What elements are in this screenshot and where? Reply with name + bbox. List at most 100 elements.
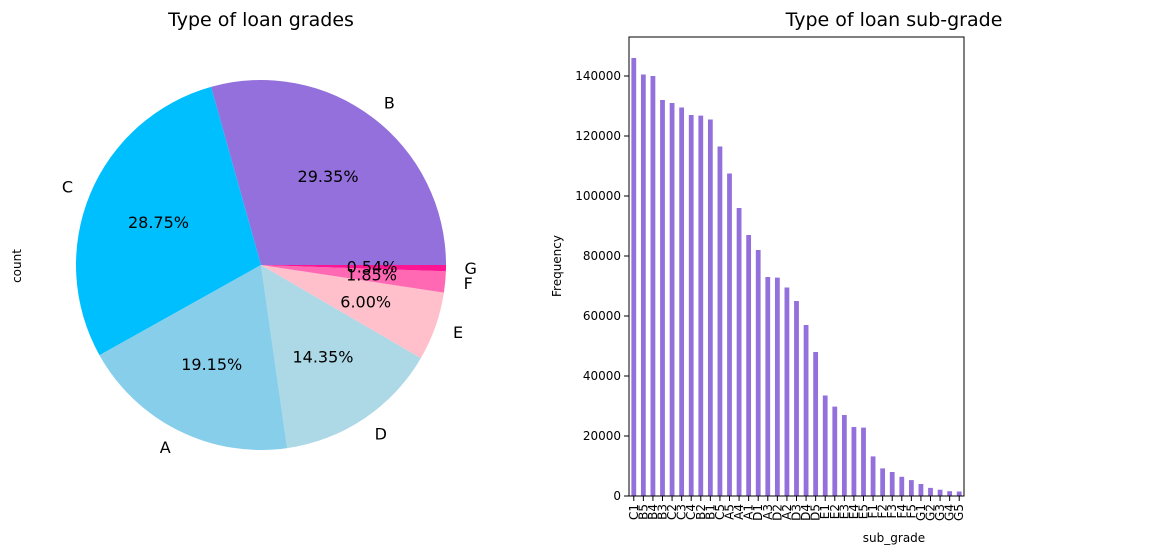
bar-C4 xyxy=(688,115,694,496)
bar-B4 xyxy=(650,76,656,496)
pie-slice-A xyxy=(99,265,288,450)
pie-chart-ylabel: count xyxy=(10,249,24,283)
y-tick-label: 40000 xyxy=(583,369,621,383)
x-tick-label-B2: B2 xyxy=(694,504,708,520)
x-tick-label-E4: E4 xyxy=(847,504,861,519)
x-tick-label-B1: B1 xyxy=(703,504,717,520)
bar-B5 xyxy=(640,74,646,496)
x-tick-label-C4: C4 xyxy=(684,504,698,520)
bar-F4 xyxy=(899,476,905,496)
pie-label-B: B xyxy=(384,93,395,112)
bar-G2 xyxy=(928,487,933,496)
bar-chart: Type of loan sub-grade Frequency sub_gra… xyxy=(550,9,1002,545)
y-tick-label: 60000 xyxy=(583,309,621,323)
x-tick-label-D4: D4 xyxy=(799,504,813,521)
x-tick-label-E3: E3 xyxy=(837,504,851,519)
bar-E2 xyxy=(832,406,838,496)
bar-D3 xyxy=(794,301,799,496)
bar-D2 xyxy=(774,277,780,496)
pie-slice-D xyxy=(261,265,421,449)
x-tick-label-D5: D5 xyxy=(809,504,823,521)
pie-label-D: D xyxy=(375,424,387,443)
pie-labels: B 29.35% C 28.75% A 19.15% D 14.35% E 6.00% F 1.85%… xyxy=(62,93,477,457)
x-tick-label-E5: E5 xyxy=(857,504,871,519)
x-tick-label-F3: F3 xyxy=(885,504,899,519)
bar-chart-xlabel: sub_grade xyxy=(863,531,925,545)
x-tick-label-D2: D2 xyxy=(770,504,784,521)
pie-label-G: G xyxy=(464,259,476,278)
bar-A2 xyxy=(784,287,790,496)
bar-A4 xyxy=(736,208,742,496)
bar-A3 xyxy=(765,277,771,496)
bar-G5 xyxy=(956,491,962,496)
bar-G4 xyxy=(947,491,953,496)
bar-B1 xyxy=(707,119,713,496)
pie-pct-label-C: 28.75% xyxy=(128,213,189,232)
x-tick-label-E1: E1 xyxy=(818,504,832,519)
x-tick-label-A3: A3 xyxy=(761,504,775,520)
pie-label-A: A xyxy=(160,438,171,457)
pie-slice-F xyxy=(261,265,446,293)
x-tick-label-D1: D1 xyxy=(751,504,765,521)
bar-E1 xyxy=(822,395,828,496)
bar-D4 xyxy=(803,325,809,496)
pie-slice-B xyxy=(211,80,446,266)
bar-F1 xyxy=(870,456,876,496)
bar-C3 xyxy=(679,107,685,496)
pie-label-F: F xyxy=(464,274,473,293)
pie-chart: Type of loan grades count B 29.35% C 28.75%… xyxy=(10,9,477,457)
bar-C2 xyxy=(669,103,675,496)
y-tick-label: 20000 xyxy=(583,429,621,443)
bar-A5 xyxy=(727,173,732,496)
bar-B3 xyxy=(660,100,665,496)
bar-D5 xyxy=(813,352,819,496)
x-tick-label-A1: A1 xyxy=(742,504,756,520)
pie-pct-label-G: 0.54% xyxy=(347,257,398,276)
bar-series xyxy=(631,58,962,496)
bar-E4 xyxy=(851,427,857,496)
x-tick-label-G1: G1 xyxy=(914,504,928,521)
x-tick-label-B3: B3 xyxy=(656,504,670,520)
y-tick-label: 0 xyxy=(613,489,621,503)
x-tick-label-G5: G5 xyxy=(952,504,966,521)
bar-G1 xyxy=(918,484,924,496)
pie-pct-label-D: 14.35% xyxy=(292,348,353,367)
x-tick-label-G2: G2 xyxy=(924,504,938,521)
x-tick-label-D3: D3 xyxy=(790,504,804,521)
y-tick-label: 140000 xyxy=(575,69,621,83)
bar-D1 xyxy=(755,250,761,496)
pie-slice-E xyxy=(261,265,444,359)
x-tick-label-C5: C5 xyxy=(713,504,727,520)
x-tick-label-A4: A4 xyxy=(732,504,746,520)
x-tick-label-C2: C2 xyxy=(665,504,679,520)
bar-G3 xyxy=(937,489,943,496)
bar-C5 xyxy=(717,146,723,496)
bar-E3 xyxy=(841,415,847,496)
x-tick-label-G4: G4 xyxy=(943,504,957,521)
bar-F2 xyxy=(880,468,886,496)
x-tick-label-E2: E2 xyxy=(828,504,842,519)
x-tick-label-B4: B4 xyxy=(646,504,660,520)
x-tick-label-C3: C3 xyxy=(675,504,689,520)
x-tick-label-C1: C1 xyxy=(627,504,641,520)
pie-chart-title: Type of loan grades xyxy=(167,9,354,31)
bar-C1 xyxy=(631,58,637,496)
pie-slice-G xyxy=(261,265,446,272)
bar-x-axis: C1B5B4B3C2C3C4B2B1C5A5A4A1D1A3D2A2D3D4D5… xyxy=(627,496,966,521)
bar-chart-ylabel: Frequency xyxy=(550,235,564,297)
pie-label-E: E xyxy=(453,323,463,342)
x-tick-label-F1: F1 xyxy=(866,504,880,519)
bar-E5 xyxy=(861,427,866,496)
pie-pct-label-A: 19.15% xyxy=(181,355,242,374)
pie-label-C: C xyxy=(62,177,73,196)
pie-slices xyxy=(75,80,446,450)
x-tick-label-F5: F5 xyxy=(904,504,918,519)
bar-plot-frame xyxy=(628,36,965,497)
pie-slice-C xyxy=(75,86,262,356)
x-tick-label-A2: A2 xyxy=(780,504,794,520)
x-tick-label-F4: F4 xyxy=(895,504,909,519)
bar-A1 xyxy=(746,235,752,496)
y-tick-label: 120000 xyxy=(575,129,621,143)
bar-chart-title: Type of loan sub-grade xyxy=(785,9,1003,31)
bar-y-axis: 0 20000 40000 60000 80000 100000 120000 140000 xyxy=(575,69,629,503)
